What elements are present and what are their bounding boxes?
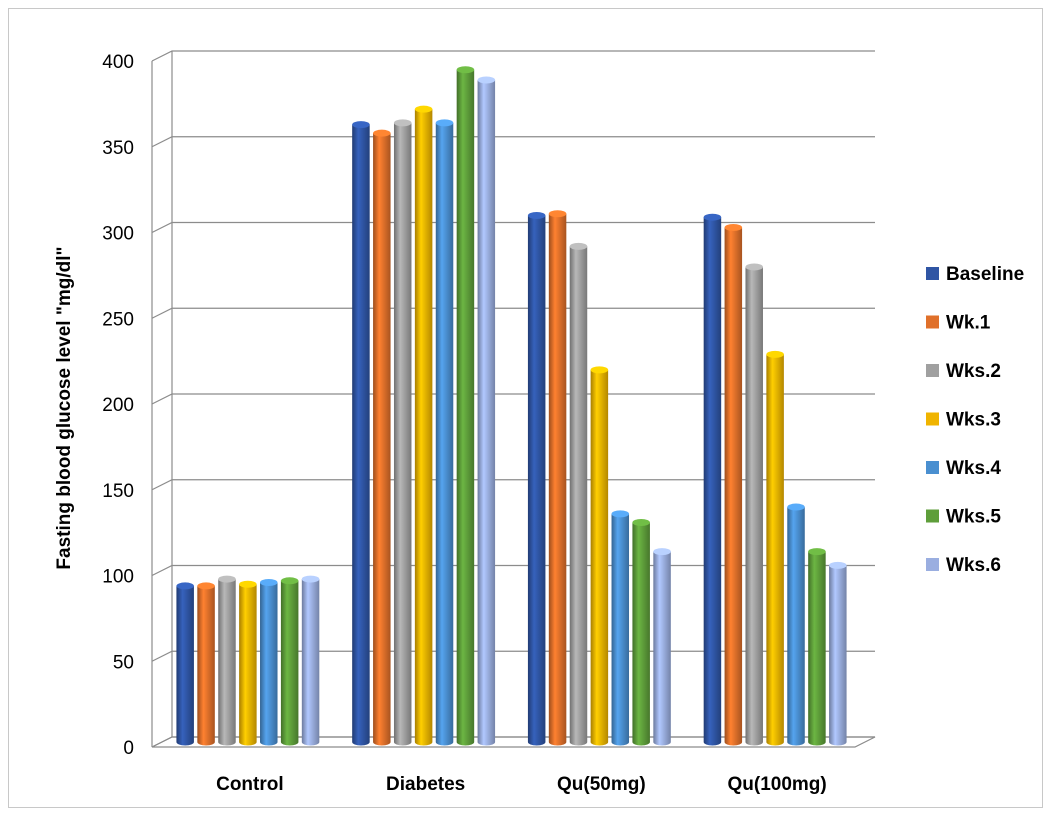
bar xyxy=(218,575,236,746)
legend-label: Wks.4 xyxy=(946,458,1001,479)
legend-swatch xyxy=(926,509,939,523)
y-tick-label: 200 xyxy=(102,395,134,416)
bar xyxy=(527,211,546,746)
category-label: Qu(100mg) xyxy=(728,774,827,795)
bars xyxy=(176,66,847,746)
legend-swatch xyxy=(926,412,939,426)
y-axis-title: Fasting blood glucose level "mg/dl" xyxy=(54,246,75,569)
legend-swatch xyxy=(926,461,939,474)
legend-swatch xyxy=(926,364,939,377)
y-tick-labels: 0 50 100 150 200 250 300 350 400 xyxy=(102,52,134,759)
bar xyxy=(611,510,630,746)
bar xyxy=(280,577,299,746)
gridline xyxy=(151,307,875,319)
bar xyxy=(352,121,370,746)
bar xyxy=(456,66,475,746)
y-tick-label: 400 xyxy=(102,52,134,73)
bar xyxy=(766,350,784,746)
bar xyxy=(703,213,722,746)
category-label: Control xyxy=(216,774,284,795)
y-tick-label: 250 xyxy=(102,309,134,330)
bar xyxy=(239,580,257,746)
bar xyxy=(176,582,194,746)
bar xyxy=(745,263,763,746)
bar xyxy=(590,366,609,746)
legend-swatch xyxy=(926,267,939,280)
bar xyxy=(808,548,826,746)
legend-label: Wks.5 xyxy=(946,507,1001,528)
bar xyxy=(548,210,567,746)
y-tick-label: 300 xyxy=(102,224,134,245)
y-tick-label: 150 xyxy=(102,481,134,502)
bar xyxy=(373,129,391,746)
bar xyxy=(260,579,278,746)
legend-swatch xyxy=(926,558,939,571)
bar xyxy=(301,575,320,746)
bar xyxy=(653,548,671,746)
category-label: Qu(50mg) xyxy=(557,774,646,795)
bar xyxy=(829,561,847,746)
legend-swatch xyxy=(926,315,939,329)
legend-label: Wks.2 xyxy=(946,361,1001,382)
gridline xyxy=(151,221,875,234)
bar xyxy=(569,242,588,746)
bar xyxy=(787,503,805,746)
bar xyxy=(393,119,412,746)
bar xyxy=(632,518,650,746)
floor xyxy=(151,736,876,748)
y-tick-label: 100 xyxy=(102,567,134,588)
bar xyxy=(414,105,433,746)
legend-label: Wk.1 xyxy=(946,313,991,334)
y-tick-label: 350 xyxy=(102,138,134,159)
gridline xyxy=(151,136,875,148)
bar xyxy=(435,119,454,746)
legend-label: Baseline xyxy=(946,264,1024,285)
legend-label: Wks.3 xyxy=(946,410,1001,431)
axes xyxy=(151,51,876,748)
category-labels: Control Diabetes Qu(50mg) Qu(100mg) xyxy=(216,774,827,795)
gridline xyxy=(151,50,875,62)
legend: Baseline Wk.1 Wks.2 Wks.3 Wks.4 Wks.5 Wks.6 xyxy=(926,264,1024,576)
bar xyxy=(197,582,215,746)
y-tick-label: 0 xyxy=(123,738,134,759)
category-label: Diabetes xyxy=(386,774,465,795)
bar xyxy=(477,76,496,746)
bar xyxy=(724,224,743,746)
y-tick-label: 50 xyxy=(113,652,134,673)
legend-label: Wks.6 xyxy=(946,555,1001,576)
